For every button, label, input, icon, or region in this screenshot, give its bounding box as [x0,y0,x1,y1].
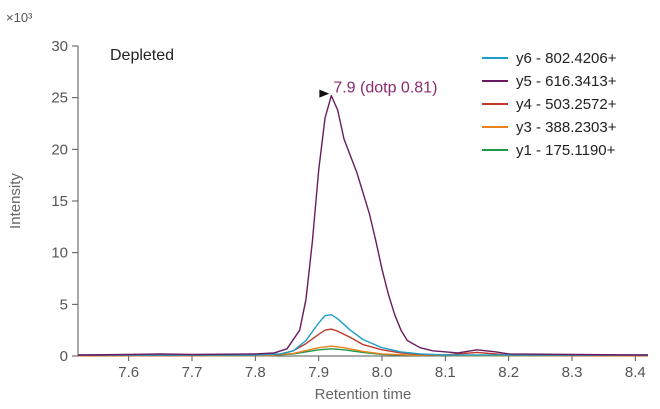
y-tick-label: 20 [51,141,68,158]
series-line-y5 [77,94,649,356]
peak-marker [319,89,330,98]
plot-area: 0 5 10 15 20 25 30 7.6 7.7 7.8 7.9 8.0 8.1 8.2 8.3 8.4 7… [51,38,649,381]
x-axis-title: Retention time [315,386,412,403]
x-tick-label: 7.9 [308,364,329,381]
y-tick-label: 5 [60,296,68,313]
x-tick-label: 8.0 [372,364,393,381]
panel-label: Depleted [110,47,174,64]
x-tick-label: 8.3 [562,364,583,381]
x-tick-label: 7.6 [118,364,139,381]
legend-entry: y6 - 802.4206+ [516,50,617,67]
x-tick-label: 8.2 [498,364,519,381]
legend-entry: y1 - 175.1190+ [516,142,616,159]
y-tick-label: 25 [51,90,68,107]
peak-annotation: 7.9 (dotp 0.81) [333,80,437,97]
y-tick-label: 0 [60,348,68,365]
x-tick-label: 7.8 [245,364,266,381]
legend-entry: y3 - 388.2303+ [516,119,617,136]
y-tick-label: 30 [51,38,68,55]
y-tick-label: 15 [51,193,68,210]
series-line-y6 [78,314,648,356]
x-tick-label: 8.4 [625,364,646,381]
y-axis-title: Intensity [7,173,24,229]
legend: y6 - 802.4206+ y5 - 616.3413+ y4 - 503.257… [482,50,617,159]
legend-entry: y4 - 503.2572+ [516,96,617,113]
legend-entry: y5 - 616.3413+ [516,73,617,90]
y-tick-label: 10 [51,245,68,262]
x-tick-label: 8.1 [435,364,456,381]
y-exponent-label: ×10³ [6,10,33,25]
x-tick-label: 7.7 [182,364,203,381]
